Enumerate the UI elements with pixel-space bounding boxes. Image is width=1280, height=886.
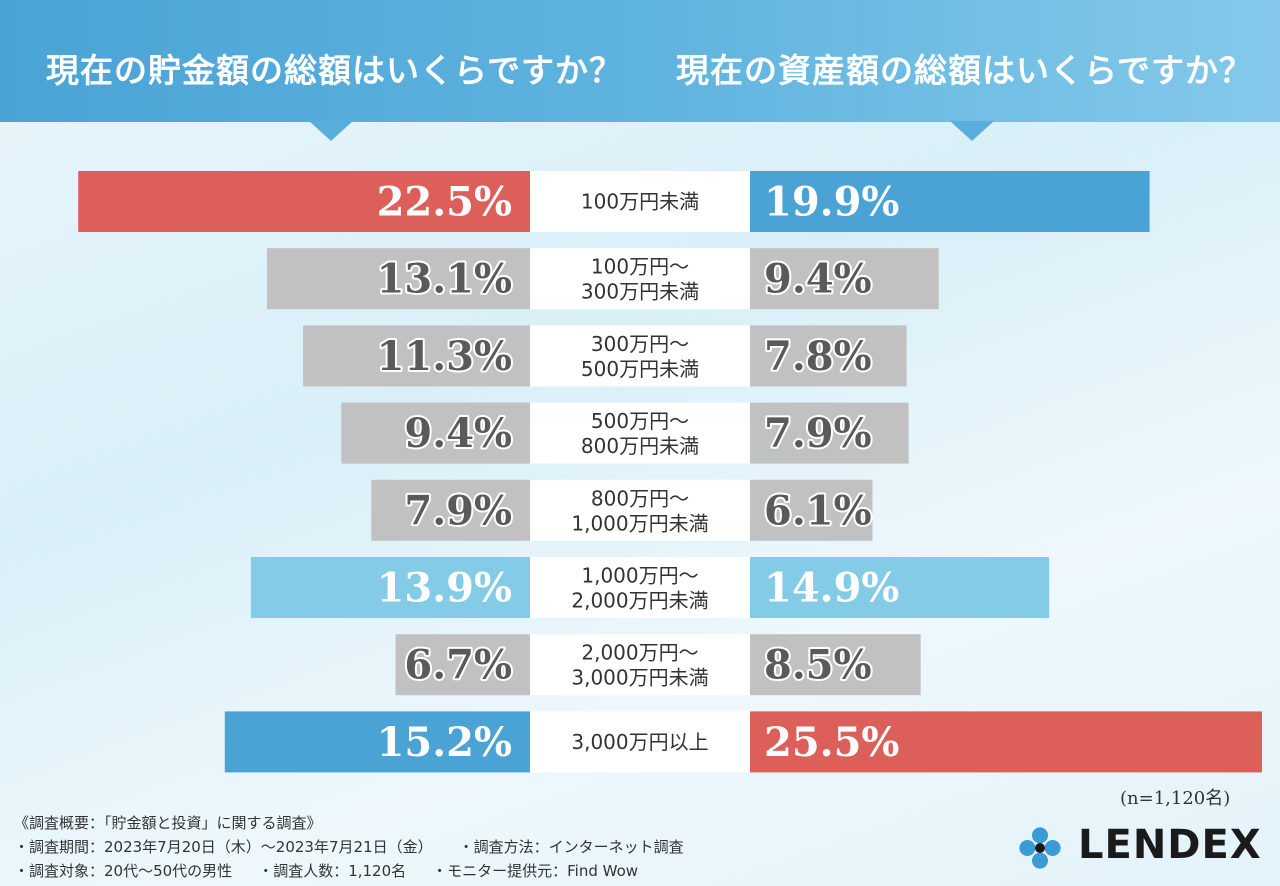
category-label-line-1: 100万円～ <box>591 255 689 279</box>
left-bar <box>341 402 530 464</box>
category-label-line-2: 2,000万円未満 <box>571 589 708 613</box>
left-bar <box>266 248 530 310</box>
category-label-line-1: 800万円～ <box>591 486 689 510</box>
left-bar-label: 13.1% <box>377 256 512 303</box>
logo-petal <box>1032 827 1048 844</box>
survey-count: ・調査人数：1,120名 <box>258 862 407 880</box>
logo-center <box>1035 843 1045 853</box>
category-label-line-1: 2,000万円～ <box>581 641 698 665</box>
right-chart-title: 現在の資産額の総額はいくらですか？ <box>676 51 1254 90</box>
left-bar-label: 6.7% <box>404 642 512 689</box>
category-box <box>530 402 750 464</box>
category-label-line-1: 1,000万円～ <box>581 564 698 588</box>
left-bar-label: 11.3% <box>377 333 512 380</box>
left-bar-label: 22.5% <box>377 179 512 226</box>
right-bar <box>750 325 907 387</box>
right-bar-label: 7.9% <box>764 410 872 457</box>
left-bar-label: 9.4% <box>404 410 512 457</box>
right-bar-label: 6.1% <box>764 487 872 534</box>
right-title-pointer <box>950 121 994 141</box>
right-bar <box>750 171 1150 232</box>
survey-method: ・調査方法：インターネット調査 <box>458 838 684 856</box>
category-box <box>530 171 750 232</box>
sample-size-note: (n=1,120名) <box>1120 788 1231 809</box>
logo-petal <box>1044 840 1061 856</box>
lendex-logo-icon <box>1019 827 1061 869</box>
survey-provider: ・モニター提供元：Find Wow <box>432 862 639 880</box>
right-bar <box>750 634 921 696</box>
right-bar <box>750 402 909 464</box>
header-banner <box>0 0 1280 122</box>
right-bar-label: 25.5% <box>764 719 899 766</box>
left-bar <box>250 557 531 618</box>
left-bar-label: 13.9% <box>377 565 512 612</box>
left-bar <box>303 325 530 387</box>
category-label-line-2: 1,000万円未満 <box>571 511 708 535</box>
category-box <box>530 711 750 773</box>
category-label-line-2: 500万円未満 <box>581 357 699 381</box>
left-bar-label: 15.2% <box>377 719 512 766</box>
butterfly-bar-chart: 22.5% 19.9% 100万円未満 13.1% 9.4% 100万円～300万円未満 1… <box>78 171 1262 773</box>
right-bar-label: 19.9% <box>764 179 899 226</box>
right-bar <box>750 711 1262 773</box>
survey-target: ・調査対象：20代～50代の男性 <box>14 862 233 880</box>
category-label-line-1: 300万円～ <box>591 332 689 356</box>
category-label: 3,000万円以上 <box>571 730 708 754</box>
category-box <box>530 557 750 618</box>
category-box <box>530 634 750 696</box>
category-label-line-1: 500万円～ <box>591 409 689 433</box>
left-bar <box>371 479 530 541</box>
brand-name: LENDEX <box>1078 822 1262 868</box>
category-box <box>530 479 750 541</box>
category-label-line-2: 300万円未満 <box>581 280 699 304</box>
survey-period: ・調査期間：2023年7月20日（木）～2023年7月21日（金） <box>14 838 433 856</box>
left-chart-title: 現在の貯金額の総額はいくらですか？ <box>46 51 624 90</box>
category-label-line-2: 800万円未満 <box>581 434 699 458</box>
category-box <box>530 248 750 310</box>
left-bar-label: 7.9% <box>404 487 512 534</box>
right-bar-label: 14.9% <box>764 565 899 612</box>
survey-row-1: ・調査期間：2023年7月20日（木）～2023年7月21日（金） ・調査方法：イ… <box>14 836 684 857</box>
logo-petal <box>1032 852 1048 869</box>
survey-heading: 《調査概要：「貯金額と投資」に関する調査》 <box>14 814 322 832</box>
right-bar-label: 8.5% <box>764 642 872 689</box>
left-bar <box>395 634 530 696</box>
right-bar-label: 9.4% <box>764 256 872 303</box>
logo-petal <box>1019 840 1036 856</box>
left-bar <box>78 171 530 232</box>
category-label: 100万円未満 <box>581 190 699 214</box>
left-bar <box>224 711 530 773</box>
right-bar <box>750 479 873 541</box>
left-title-pointer <box>309 121 353 141</box>
right-bar <box>750 248 939 310</box>
right-bar-label: 7.8% <box>764 333 872 380</box>
category-label-line-2: 3,000万円未満 <box>571 666 708 690</box>
right-bar <box>750 557 1050 618</box>
category-box <box>530 325 750 387</box>
survey-row-2: ・調査対象：20代～50代の男性 ・調査人数：1,120名 ・モニター提供元：Fin… <box>14 860 638 881</box>
